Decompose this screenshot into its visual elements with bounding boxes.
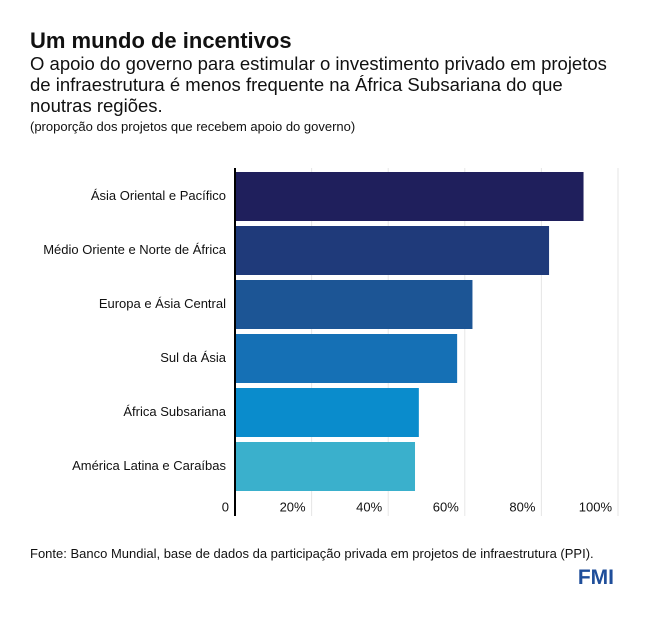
bar xyxy=(235,442,416,491)
bar xyxy=(235,334,458,383)
y-tick-label: África Subsariana xyxy=(123,404,226,419)
bar xyxy=(235,226,550,275)
x-tick-label: 100% xyxy=(579,499,613,514)
bar xyxy=(235,280,473,329)
y-tick-label: Médio Oriente e Norte de África xyxy=(43,242,227,257)
x-tick-label: 60% xyxy=(433,499,459,514)
chart-title: Um mundo de incentivos xyxy=(30,28,292,53)
x-tick-label: 80% xyxy=(509,499,535,514)
source: Fonte: Banco Mundial, base de dados da p… xyxy=(30,546,594,561)
y-tick-label: Sul da Ásia xyxy=(160,350,227,365)
bar xyxy=(235,388,419,437)
chart-note: (proporção dos projetos que recebem apoi… xyxy=(30,119,356,134)
y-tick-label: Europa e Ásia Central xyxy=(99,296,226,311)
x-tick-label: 20% xyxy=(280,499,306,514)
y-tick-label: América Latina e Caraíbas xyxy=(72,458,226,473)
x-tick-label: 0 xyxy=(222,499,229,514)
x-tick-label: 40% xyxy=(356,499,382,514)
chart-subtitle: O apoio do governo para estimular o inve… xyxy=(30,53,607,116)
logo: FMI xyxy=(577,566,614,589)
chart: 0 20% 40% 60% 80% 100% Ásia Oriental e Pacífic… xyxy=(43,168,619,516)
y-tick-label: Ásia Oriental e Pacífico xyxy=(91,188,226,203)
bar xyxy=(235,172,584,221)
